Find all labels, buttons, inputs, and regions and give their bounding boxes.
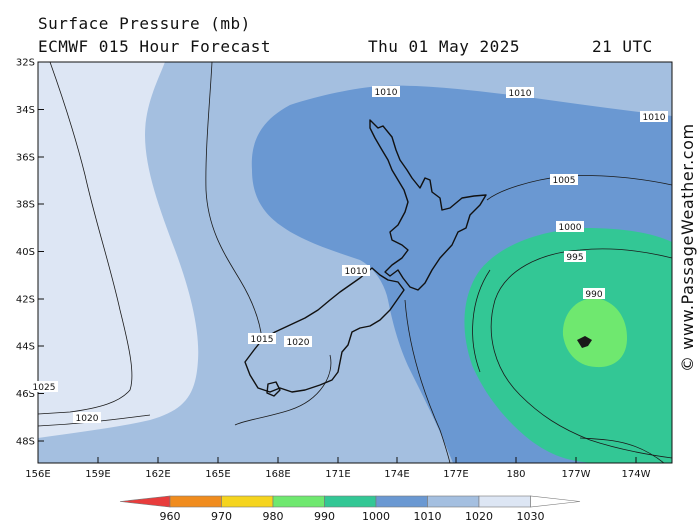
- colorbar-high-arrow: [530, 495, 581, 508]
- latitude-axis: 32S 34S 36S 38S 40S 42S 44S 46S 48S: [16, 58, 44, 448]
- latitude-label: 40S: [16, 247, 35, 258]
- coastline-new-zealand: [244, 119, 487, 397]
- colorbar-low-arrow: [119, 495, 171, 508]
- longitude-label: 165E: [205, 469, 230, 480]
- isobar-label: 1010: [345, 267, 368, 277]
- colorbar-label: 1020: [465, 510, 493, 523]
- low-center-island-icon: [577, 336, 592, 348]
- isobar-label-box: [372, 86, 400, 97]
- pressure-band-1020-1030: [38, 62, 199, 438]
- pressure-fill-layer: [38, 62, 672, 463]
- isobar-label: 1005: [553, 176, 576, 186]
- latitude-label: 48S: [16, 437, 35, 448]
- colorbar-label: 990: [314, 510, 335, 523]
- isobar-labels: 1010 1010 1010 1005 1000 995 990 1010 1015 1020 10…: [30, 86, 668, 424]
- colorbar-segment: [478, 495, 531, 508]
- isobar-label-box: [640, 111, 668, 122]
- colorbar-label: 980: [263, 510, 284, 523]
- colorbar-label: 1000: [362, 510, 390, 523]
- latitude-label: 42S: [16, 295, 35, 306]
- colorbar-label: 960: [160, 510, 181, 523]
- longitude-axis: 156E 159E 162E 165E 168E 171E 174E 177E 180 177W 1…: [25, 457, 651, 480]
- colorbar-segment: [169, 495, 222, 508]
- isobar-label: 1010: [509, 89, 532, 99]
- isobar-label: 1010: [375, 88, 398, 98]
- plot-frame: [37, 61, 673, 464]
- south-island-coast: [244, 267, 405, 393]
- longitude-label: 174E: [384, 469, 409, 480]
- longitude-label: 156E: [25, 469, 50, 480]
- colorbar-segment: [324, 495, 377, 508]
- colorbar-segment: [221, 495, 274, 508]
- credit-watermark: © www.PassageWeather.com: [678, 123, 697, 372]
- isobar-label: 1020: [287, 338, 310, 348]
- isobar-label-box: [556, 221, 584, 232]
- latitude-label: 46S: [16, 389, 35, 400]
- isobar-label-box: [30, 381, 58, 392]
- colorbar-segment: [272, 495, 325, 508]
- colorbar-label: 1030: [517, 510, 545, 523]
- isobar-label-box: [550, 174, 578, 185]
- longitude-label: 177W: [562, 469, 591, 480]
- pressure-band-below-990: [562, 298, 628, 368]
- forecast-date: Thu 01 May 2025: [368, 37, 520, 56]
- colorbar-segment: [427, 495, 480, 508]
- latitude-label: 36S: [16, 153, 35, 164]
- map-title: Surface Pressure (mb): [38, 14, 251, 33]
- north-island-coast: [369, 119, 487, 291]
- forecast-time: 21 UTC: [592, 37, 653, 56]
- longitude-label: 177E: [443, 469, 468, 480]
- isobar-label: 1015: [251, 335, 274, 345]
- latitude-label: 32S: [16, 58, 35, 69]
- longitude-label: 162E: [145, 469, 170, 480]
- colorbar-segment: [375, 495, 428, 508]
- isobar-label-box: [284, 336, 312, 347]
- isobar-label-box: [583, 288, 605, 299]
- isobar-label-box: [564, 251, 586, 262]
- latitude-label: 44S: [16, 342, 35, 353]
- isobar-label-box: [73, 412, 101, 423]
- longitude-label: 168E: [265, 469, 290, 480]
- isobar-label: 995: [566, 253, 583, 263]
- isobar-label-box: [248, 333, 276, 344]
- isobar-label-box: [506, 87, 534, 98]
- longitude-label: 159E: [85, 469, 110, 480]
- longitude-label: 171E: [325, 469, 350, 480]
- pressure-colorbar: 960 970 980 990 1000 1010 1020 1030: [119, 495, 581, 523]
- isobar-label: 1010: [643, 113, 666, 123]
- model-forecast-label: ECMWF 015 Hour Forecast: [38, 37, 272, 56]
- longitude-label: 174W: [622, 469, 651, 480]
- isobar-label: 1025: [33, 383, 56, 393]
- isobar-lines: [38, 62, 672, 463]
- isobar-label-box: [342, 265, 370, 276]
- colorbar-label: 970: [211, 510, 232, 523]
- isobar-label: 1000: [559, 223, 582, 233]
- latitude-label: 34S: [16, 105, 35, 116]
- isobar-label: 1020: [76, 414, 99, 424]
- colorbar-label: 1010: [414, 510, 442, 523]
- longitude-label: 180: [506, 469, 525, 480]
- isobar-label: 990: [585, 290, 602, 300]
- stewart-island-coast: [266, 381, 281, 397]
- latitude-label: 38S: [16, 200, 35, 211]
